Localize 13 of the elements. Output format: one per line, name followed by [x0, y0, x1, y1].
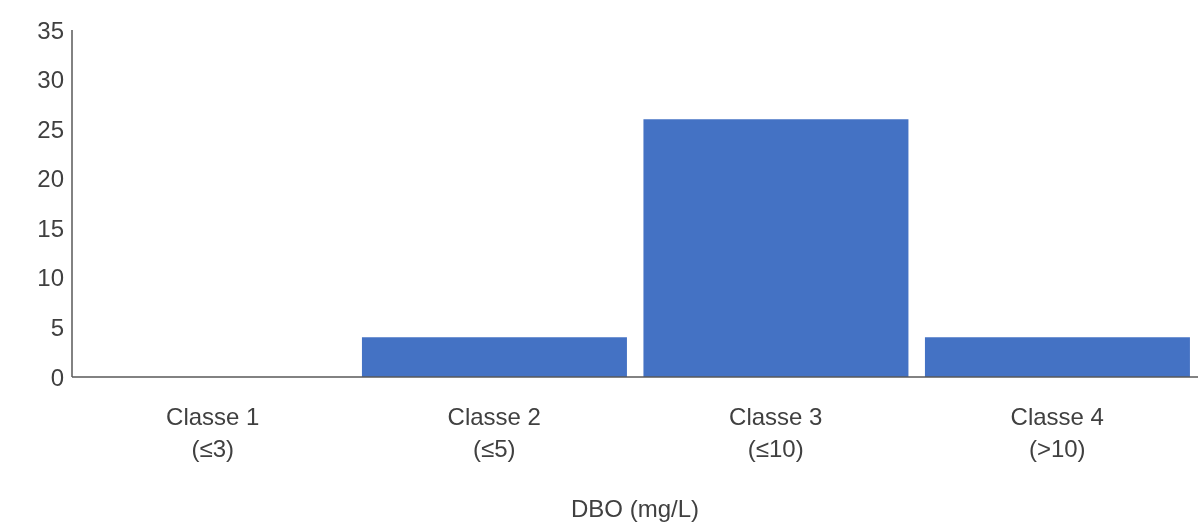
y-tick-label: 10	[37, 264, 64, 292]
y-tick-label: 35	[37, 16, 64, 44]
x-axis-title: DBO (mg/L)	[570, 495, 700, 522]
y-tick-label: 30	[37, 66, 64, 94]
y-tick-label: 20	[37, 165, 64, 193]
y-tick-label: 5	[50, 313, 64, 341]
x-tick-label: Classe 3 (≤10)	[729, 403, 823, 462]
x-tick-label: Classe 1 (≤3)	[166, 403, 260, 462]
x-tick-label: Classe 2 (≤5)	[447, 403, 541, 462]
y-tick-label: 15	[37, 214, 64, 242]
x-tick-label: Classe 4 (>10)	[1010, 403, 1104, 462]
y-tick-label: 0	[50, 363, 64, 391]
y-tick-label: 25	[37, 115, 64, 143]
